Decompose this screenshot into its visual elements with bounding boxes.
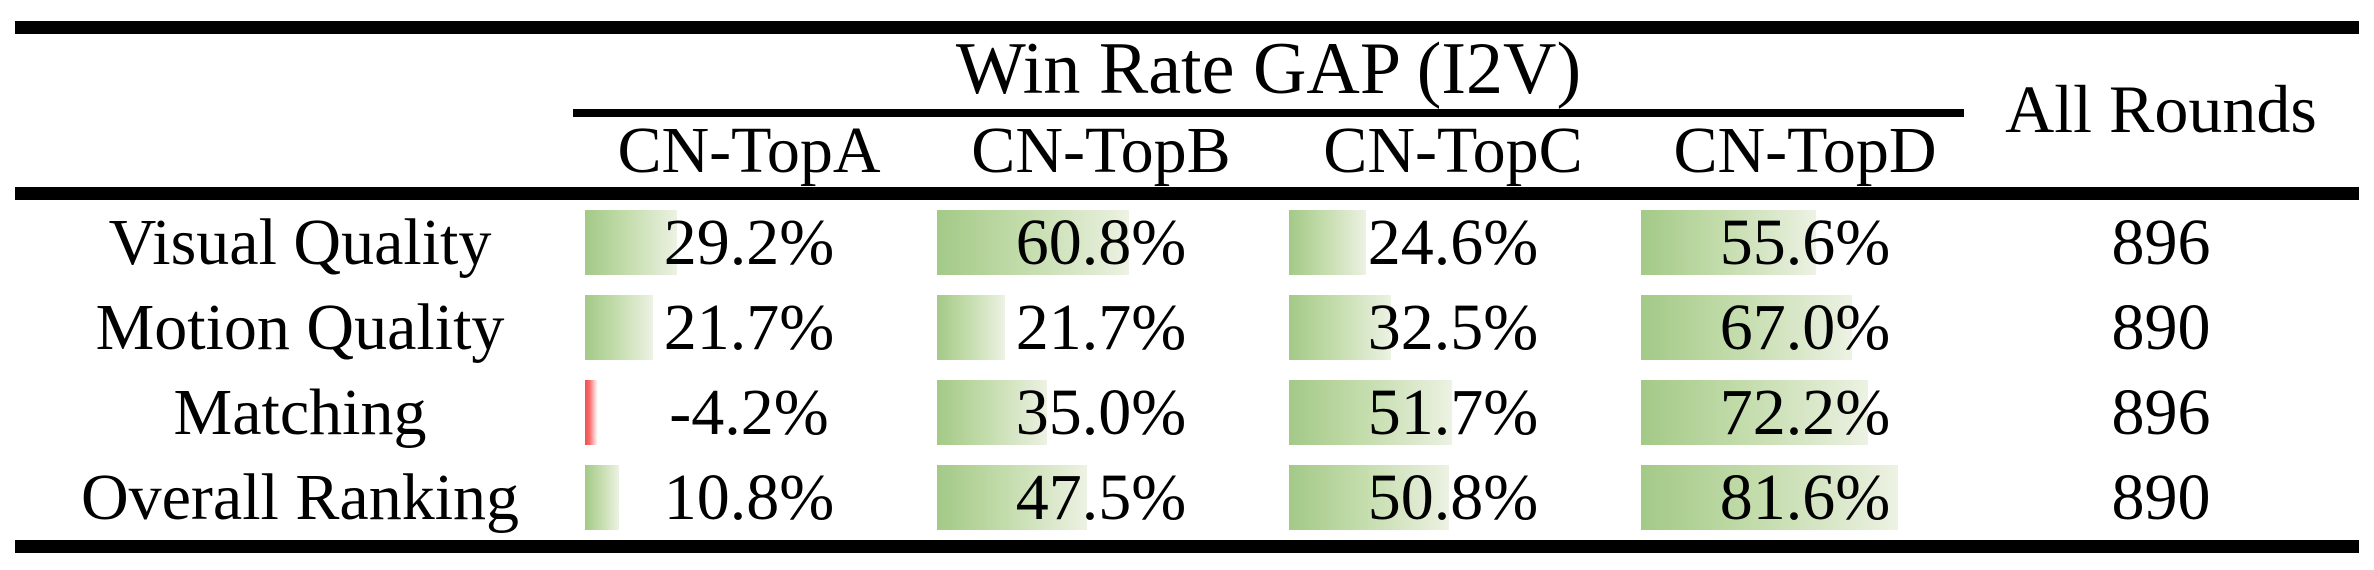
cell-matching-cn-topb: 35.0%	[925, 370, 1277, 455]
cell-value: 72.2%	[1719, 375, 1891, 449]
row-label-visual-quality: Visual Quality	[108, 205, 492, 279]
cell-motion-quality-cn-topb: 21.7%	[925, 285, 1277, 370]
cell-visual-quality-cn-topc: 24.6%	[1277, 200, 1629, 285]
win-rate-bar	[1641, 295, 1852, 360]
cell-value: 29.2%	[663, 205, 835, 279]
cell-value: 50.8%	[1367, 460, 1539, 534]
win-rate-bar	[937, 210, 1129, 275]
cell-visual-quality-cn-topd: 55.6%	[1629, 200, 1981, 285]
column-header-cn-topc: CN-TopC	[1323, 113, 1583, 187]
cell-overall-ranking-cn-topd: 81.6%	[1629, 455, 1981, 540]
win-rate-bar	[937, 465, 1087, 530]
top-rule	[15, 21, 2359, 34]
cell-value: 55.6%	[1719, 205, 1891, 279]
cell-value: 47.5%	[1015, 460, 1187, 534]
win-rate-bar	[937, 295, 1005, 360]
win-rate-bar	[937, 380, 1047, 445]
bottom-rule	[15, 540, 2359, 553]
cell-overall-ranking-cn-topc: 50.8%	[1277, 455, 1629, 540]
column-header-cn-topb: CN-TopB	[971, 113, 1231, 187]
cell-value: 67.0%	[1719, 290, 1891, 364]
win-rate-bar	[1641, 380, 1868, 445]
win-rate-bar	[1289, 465, 1449, 530]
cell-matching-cn-topa: -4.2%	[573, 370, 925, 455]
cell-motion-quality-cn-topc: 32.5%	[1277, 285, 1629, 370]
cell-value: 60.8%	[1015, 205, 1187, 279]
cell-overall-ranking-cn-topa: 10.8%	[573, 455, 925, 540]
all-rounds-value: 896	[2111, 205, 2211, 279]
cell-value: 24.6%	[1367, 205, 1539, 279]
cell-motion-quality-cn-topd: 67.0%	[1629, 285, 1981, 370]
row-label-matching: Matching	[173, 375, 427, 449]
all-rounds-value: 896	[2111, 375, 2211, 449]
cell-value: 81.6%	[1719, 460, 1891, 534]
cell-value: 32.5%	[1367, 290, 1539, 364]
cell-value: 51.7%	[1367, 375, 1539, 449]
win-rate-bar	[1289, 295, 1391, 360]
all-rounds-value: 890	[2111, 290, 2211, 364]
cell-visual-quality-cn-topa: 29.2%	[573, 200, 925, 285]
win-rate-bar	[1641, 465, 1898, 530]
cell-matching-cn-topd: 72.2%	[1629, 370, 1981, 455]
cell-visual-quality-cn-topb: 60.8%	[925, 200, 1277, 285]
column-header-cn-topd: CN-TopD	[1673, 113, 1937, 187]
win-rate-bar	[585, 465, 619, 530]
cell-value: 35.0%	[1015, 375, 1187, 449]
header-bottom-rule	[15, 187, 2359, 200]
win-rate-bar-negative	[585, 380, 598, 445]
cell-value: -4.2%	[669, 375, 829, 449]
win-rate-bar	[585, 295, 653, 360]
cell-value: 21.7%	[1015, 290, 1187, 364]
win-rate-bar	[1289, 210, 1366, 275]
row-label-motion-quality: Motion Quality	[95, 290, 505, 364]
title-underline-rule	[573, 109, 1964, 117]
cell-value: 21.7%	[663, 290, 835, 364]
table-title: Win Rate GAP (I2V)	[955, 28, 1582, 110]
cell-motion-quality-cn-topa: 21.7%	[573, 285, 925, 370]
win-rate-bar	[1289, 380, 1452, 445]
cell-value: 10.8%	[663, 460, 835, 534]
win-rate-bar	[1641, 210, 1816, 275]
all-rounds-value: 890	[2111, 460, 2211, 534]
win-rate-bar	[585, 210, 677, 275]
cell-matching-cn-topc: 51.7%	[1277, 370, 1629, 455]
column-header-cn-topa: CN-TopA	[617, 113, 881, 187]
cell-overall-ranking-cn-topb: 47.5%	[925, 455, 1277, 540]
row-label-overall-ranking: Overall Ranking	[80, 460, 520, 534]
all-rounds-header: All Rounds	[2005, 70, 2317, 147]
